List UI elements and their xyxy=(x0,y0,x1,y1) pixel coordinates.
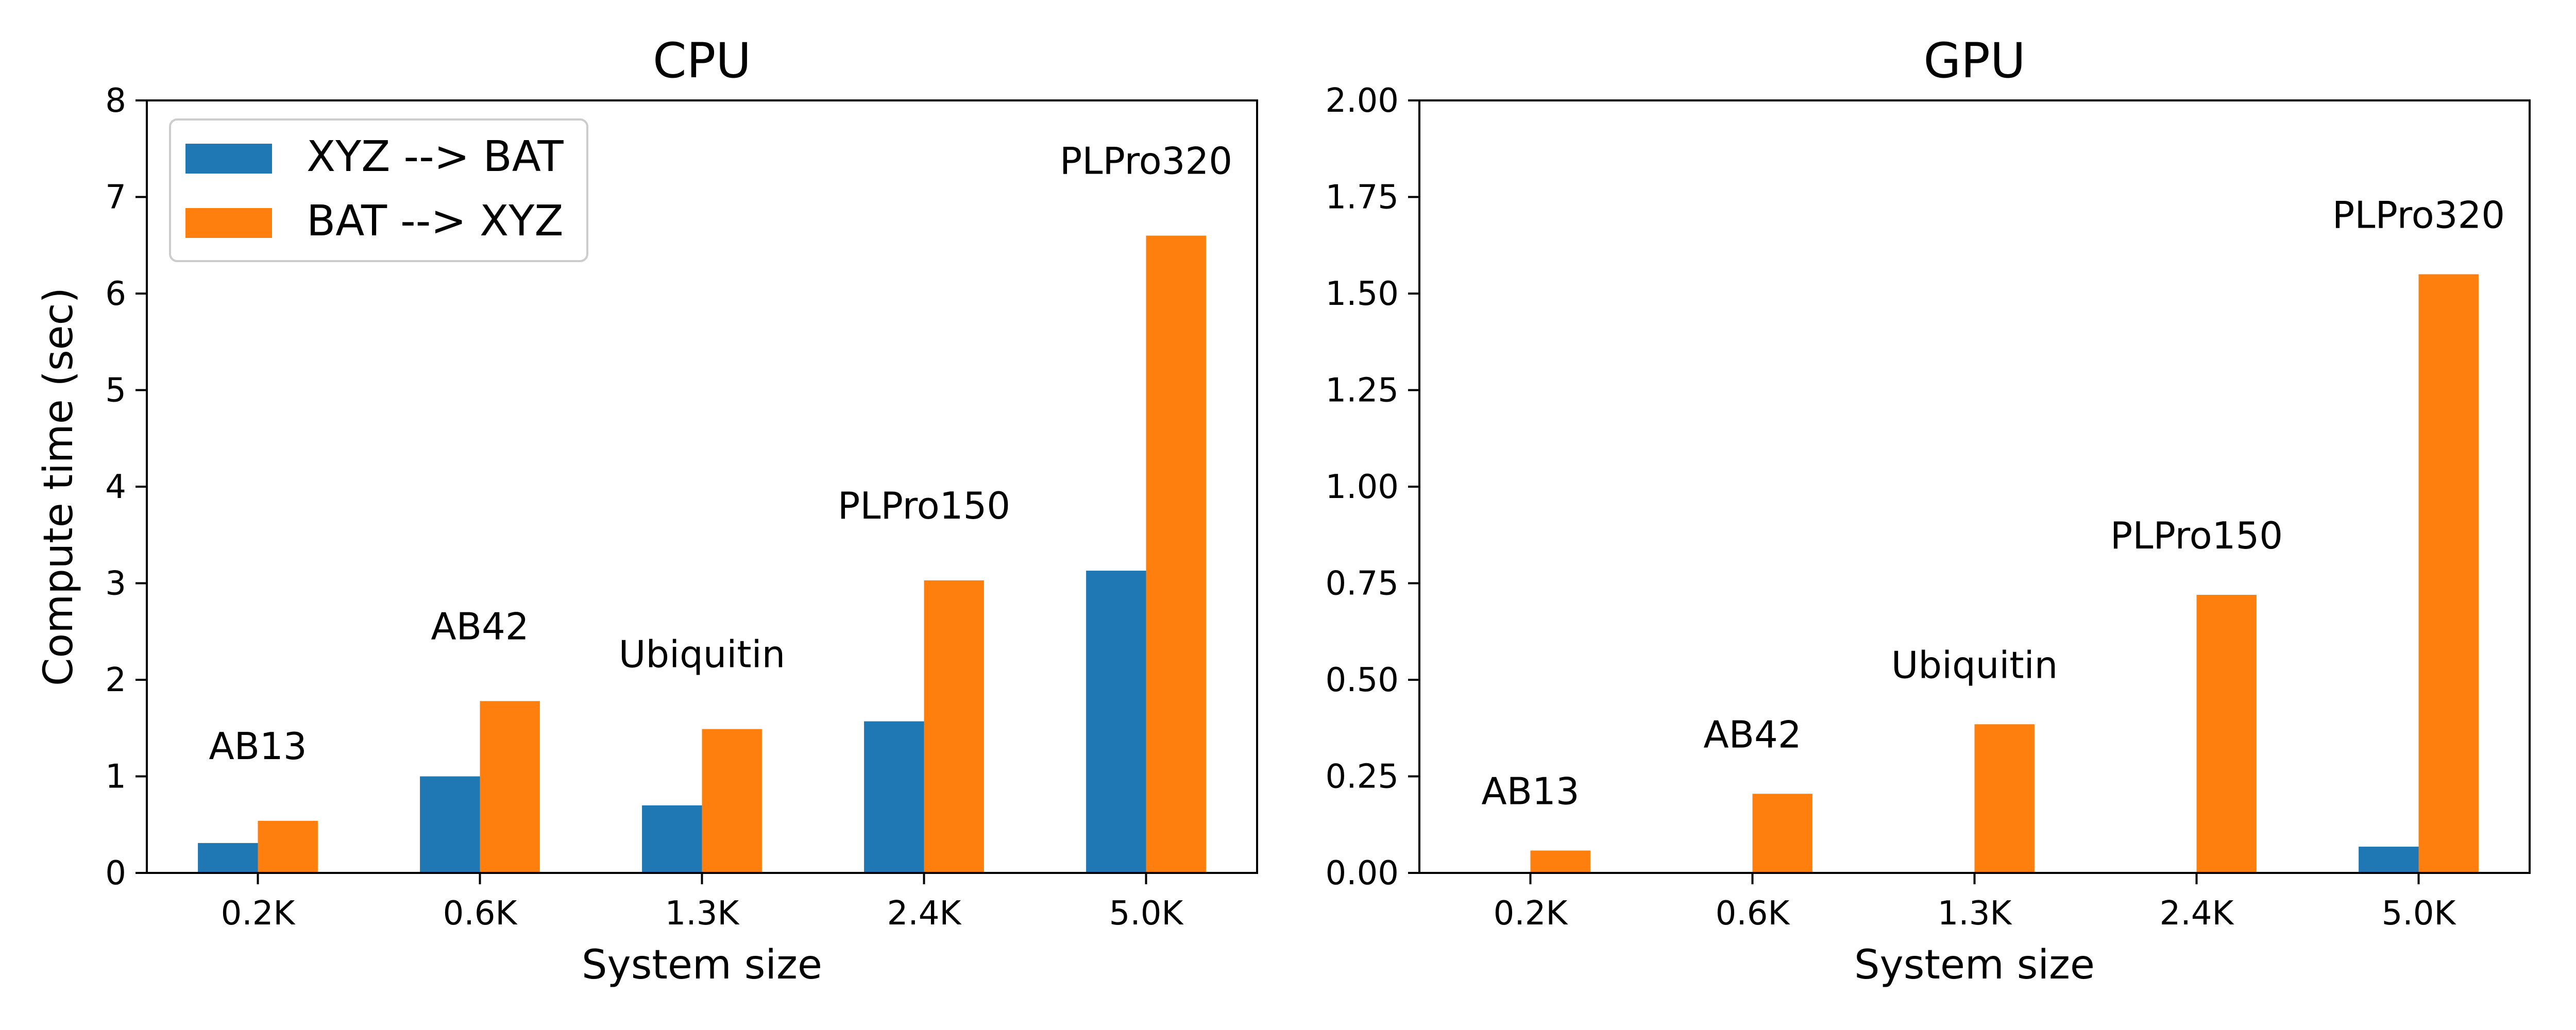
x-tick-label: 2.4K xyxy=(887,895,962,933)
x-axis-label: System size xyxy=(582,942,822,988)
bar-bat-to-xyz-1 xyxy=(480,701,540,873)
y-tick-label: 3 xyxy=(105,565,126,603)
legend-swatch xyxy=(185,144,272,174)
x-tick-label: 0.2K xyxy=(1494,895,1569,933)
y-tick-label: 6 xyxy=(105,275,126,313)
annotation-label: PLPro150 xyxy=(838,484,1010,527)
legend-swatch xyxy=(185,208,272,238)
y-tick-label: 7 xyxy=(105,179,126,217)
legend: XYZ --> BAT BAT --> XYZ xyxy=(169,118,588,262)
x-tick-label: 5.0K xyxy=(1109,895,1184,933)
annotation-label: Ubiquitin xyxy=(619,633,786,676)
y-tick-label: 1 xyxy=(105,758,126,796)
bar-bat-to-xyz-1 xyxy=(1752,794,1812,873)
y-axis-label: Compute time (sec) xyxy=(36,287,82,686)
bar-bat-to-xyz-0 xyxy=(258,820,318,873)
annotation-label: PLPro320 xyxy=(2332,194,2505,237)
bar-bat-to-xyz-4 xyxy=(1146,235,1206,873)
annotation-label: AB42 xyxy=(1703,713,1801,756)
annotation-label: Ubiquitin xyxy=(1891,643,2058,686)
gpu-panel: AB13 AB42 Ubiquitin PLPro150 PLPro320 0.00 0.2… xyxy=(1326,33,2531,988)
bar-xyz-to-bat-4 xyxy=(2359,847,2419,873)
x-tick-label: 1.3K xyxy=(665,895,740,933)
x-tick-label: 1.3K xyxy=(1938,895,2013,933)
annotation-label: AB13 xyxy=(1481,770,1579,813)
y-tick-label: 2.00 xyxy=(1326,82,1399,120)
y-tick-label: 0.75 xyxy=(1326,565,1399,603)
y-tick-label: 1.75 xyxy=(1326,179,1399,217)
bar-xyz-to-bat-2 xyxy=(642,805,702,873)
y-tick-label: 4 xyxy=(105,468,126,506)
bar-bat-to-xyz-2 xyxy=(1974,724,2035,873)
panel-title: GPU xyxy=(1923,33,2025,89)
cpu-panel: AB13 AB42 Ubiquitin PLPro150 PLPro320 0 1 2 3 4 5 6… xyxy=(36,33,1258,988)
bar-xyz-to-bat-1 xyxy=(420,776,480,873)
y-tick-label: 5 xyxy=(105,372,126,410)
x-tick-label: 0.2K xyxy=(221,895,296,933)
x-tick-label: 2.4K xyxy=(2160,895,2235,933)
annotation-label: AB42 xyxy=(431,605,529,648)
y-tick-label: 0 xyxy=(105,854,126,892)
y-tick-label: 2 xyxy=(105,661,126,699)
legend-entry: XYZ --> BAT xyxy=(307,132,564,181)
x-tick-label: 0.6K xyxy=(1716,895,1791,933)
y-tick-label: 0.50 xyxy=(1326,661,1399,699)
bar-bat-to-xyz-3 xyxy=(2196,595,2257,873)
y-tick-label: 1.25 xyxy=(1326,372,1399,410)
bar-bat-to-xyz-4 xyxy=(2418,274,2479,873)
legend-entry: BAT --> XYZ xyxy=(307,197,564,246)
x-tick-label: 0.6K xyxy=(443,895,518,933)
y-tick-label: 0.00 xyxy=(1326,854,1399,892)
x-axis-label: System size xyxy=(1854,942,2095,988)
y-tick-label: 8 xyxy=(105,82,126,120)
y-tick-label: 0.25 xyxy=(1326,758,1399,796)
y-tick-label: 1.00 xyxy=(1326,468,1399,506)
bar-xyz-to-bat-3 xyxy=(864,721,924,873)
x-tick-label: 5.0K xyxy=(2382,895,2457,933)
bar-bat-to-xyz-2 xyxy=(702,729,762,873)
annotation-label: PLPro320 xyxy=(1060,140,1232,183)
y-tick-label: 1.50 xyxy=(1326,275,1399,313)
annotation-label: PLPro150 xyxy=(2110,514,2283,557)
panel-title: CPU xyxy=(653,33,751,89)
bar-bat-to-xyz-0 xyxy=(1530,850,1590,873)
bar-xyz-to-bat-4 xyxy=(1086,571,1146,873)
legend-box xyxy=(169,118,588,262)
annotation-label: AB13 xyxy=(209,725,307,768)
bar-bat-to-xyz-3 xyxy=(924,580,984,873)
bar-xyz-to-bat-0 xyxy=(198,843,258,873)
